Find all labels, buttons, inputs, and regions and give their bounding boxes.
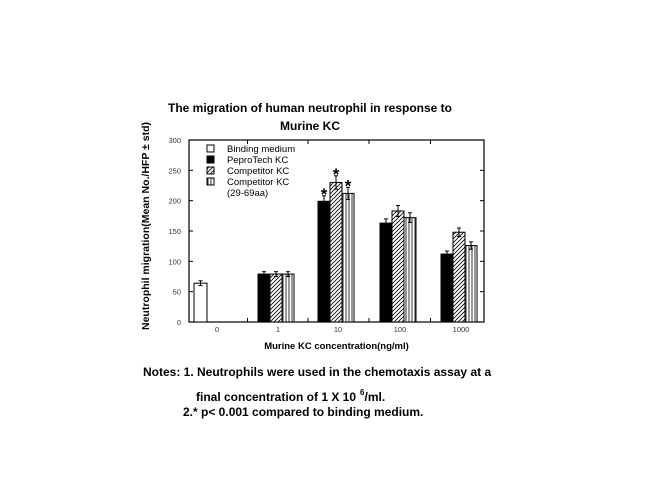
significance-asterisk: * — [333, 165, 340, 184]
note-1: Notes: 1. Neutrophils were used in the c… — [143, 365, 492, 379]
legend-label: Competitor KC — [227, 166, 289, 177]
legend-label: PeproTech KC — [227, 155, 288, 166]
bar — [391, 210, 405, 323]
bars: * * * — [193, 165, 478, 323]
legend-swatch — [206, 177, 215, 186]
y-tick-label: 250 — [168, 166, 181, 175]
x-axis-label: Murine KC concentration(ng/ml) — [264, 341, 409, 352]
legend-label: (29-69aa) — [227, 188, 268, 199]
legend-swatch — [206, 144, 215, 153]
bar — [440, 253, 454, 323]
bar — [379, 222, 393, 323]
chart-title-line-2: Murine KC — [280, 119, 340, 133]
legend-label: Competitor KC — [227, 177, 289, 188]
bar — [281, 273, 295, 323]
x-tick-label: 1000 — [453, 325, 470, 334]
legend-label: Binding medium — [227, 144, 295, 155]
chart-title: The migration of human neutrophil in res… — [140, 99, 480, 135]
y-tick-label: 300 — [168, 136, 181, 145]
bar — [403, 217, 417, 323]
x-tick-label: 10 — [334, 325, 342, 334]
legend-swatch — [206, 166, 215, 175]
bar — [341, 192, 355, 323]
legend-swatch — [206, 155, 215, 164]
y-tick-label: 0 — [177, 318, 181, 327]
x-tick-label: 0 — [215, 325, 219, 334]
x-tick-label: 1 — [276, 325, 280, 334]
significance-asterisk: * — [321, 185, 328, 204]
y-tick-label: 100 — [168, 257, 181, 266]
note-1-continued: final concentration of 1 X 10 6/ml. — [143, 384, 491, 406]
significance-asterisk: * — [345, 176, 352, 195]
note-2: 2.* p< 0.001 compared to binding medium. — [183, 405, 424, 419]
y-tick-label: 50 — [173, 288, 181, 297]
bar — [464, 245, 478, 323]
bar — [452, 231, 466, 323]
bar — [257, 273, 271, 323]
notes: Notes: 1. Neutrophils were used in the c… — [143, 364, 491, 421]
note-1-unit: /ml. — [364, 390, 386, 404]
note-1-exponent: 6 — [360, 388, 365, 397]
bar — [193, 282, 208, 323]
bar — [317, 200, 331, 323]
chart-title-line-1: The migration of human neutrophil in res… — [167, 101, 452, 115]
bar — [269, 273, 283, 323]
x-tick-label: 100 — [394, 325, 407, 334]
y-tick-label: 150 — [168, 227, 181, 236]
y-tick-label: 200 — [168, 197, 181, 206]
note-1-text: final concentration of 1 X 10 — [196, 390, 357, 404]
bar — [329, 181, 343, 323]
